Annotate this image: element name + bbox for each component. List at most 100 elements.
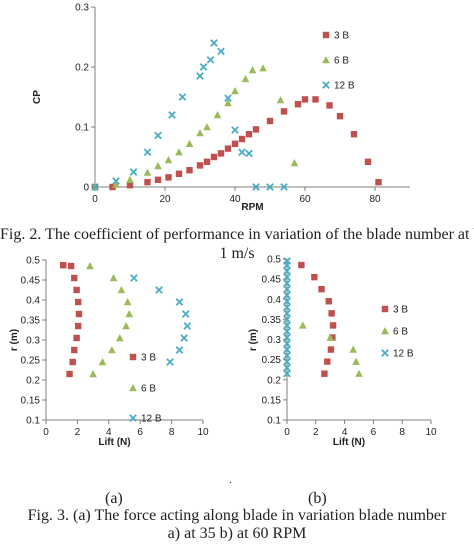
lift60-series-3b-point xyxy=(311,273,318,281)
lift60-series-12b-point xyxy=(283,369,291,378)
cp-series-3b-point xyxy=(109,183,116,191)
figure3-caption-line2: a) at 35 b) at 60 RPM xyxy=(167,525,307,542)
lift60-x-tick-label: 4 xyxy=(342,427,348,438)
cp-series-6b-point xyxy=(175,148,183,156)
lift60-series-3b-point xyxy=(298,261,305,269)
lift60-legend-label-12b: 12 B xyxy=(393,349,414,360)
lift-60rpm-chart: 0 2 4 6 8 10 0.1 0.15 0.2 0.25 0.3 0.35 0.4 0.45 0.5 Li… xyxy=(248,255,437,449)
lift-35rpm-chart: 0 2 4 6 8 10 0.1 0.15 0.2 0.25 0.3 0.35 0.4 0.45 0.5 Li… xyxy=(9,256,209,449)
cp-legend-label-3b: 3 B xyxy=(334,31,349,42)
cp-series-3b-point xyxy=(186,167,193,174)
lift35-y-tick-label: 0.3 xyxy=(26,336,40,347)
lift35-legend-label-12b: 12 B xyxy=(141,414,162,425)
cp-series-3b-point xyxy=(144,179,151,186)
cp-series-6b-point xyxy=(248,66,257,74)
lift35-y-tick-label: 0.25 xyxy=(21,356,41,367)
cp-series-6b-point xyxy=(143,168,152,176)
lift60-series-3b-point xyxy=(318,285,325,293)
lift35-x-tick-label: 6 xyxy=(137,427,143,438)
cp-y-axis-label: CP xyxy=(32,90,43,104)
figure3-dot-mark: . xyxy=(229,472,232,486)
cp-series-3b-point xyxy=(375,179,382,186)
cp-chart: 0 20 40 60 80 0 0.1 0.2 0.3 RPM CP 3 B 6 B 12 B xyxy=(32,3,410,213)
lift60-series-3b-point xyxy=(329,322,337,329)
lift60-series-12b-point xyxy=(283,321,291,330)
lift35-y-tick-label: 0.4 xyxy=(26,296,40,307)
lift60-legend-marker-3b xyxy=(381,305,389,313)
lift60-y-tick-label: 0.15 xyxy=(262,395,282,406)
lift60-series-12b-point xyxy=(283,327,291,336)
lift35-x-tick-label: 4 xyxy=(106,427,112,438)
lift60-series-3b-point xyxy=(325,298,332,305)
lift35-series-12b-point xyxy=(175,346,184,354)
figure2-caption-text: Fig. 2. The coefficient of performance i… xyxy=(0,226,474,243)
figure3-caption-line1: Fig. 3. (a) The force acting along blade… xyxy=(27,507,447,524)
lift35-series-6b-point xyxy=(122,322,130,330)
lift35-y-tick-label: 0.2 xyxy=(26,376,40,387)
lift35-y-tick-label: 0.5 xyxy=(26,256,40,267)
cp-x-axis-label: RPM xyxy=(241,202,263,213)
lift35-y-tick-label: 0.1 xyxy=(26,416,40,427)
lift60-series-3b-point xyxy=(324,358,331,365)
lift60-series-6b-point xyxy=(349,345,358,353)
cp-series-3b-point xyxy=(336,113,344,120)
cp-series-3b-point xyxy=(294,101,302,108)
cp-series-12b-point xyxy=(91,183,99,191)
cp-series-3b-point xyxy=(175,170,183,177)
lift60-series-3b-point xyxy=(327,346,335,353)
cp-series-3b-point xyxy=(280,108,288,115)
cp-y-tick-label: 0.3 xyxy=(75,3,89,14)
cp-series-3b-point xyxy=(312,96,319,103)
cp-x-tick-label: 80 xyxy=(369,194,381,205)
lift60-series-12b-point xyxy=(283,357,291,366)
lift60-x-tick-label: 10 xyxy=(425,427,437,438)
cp-series-12b-point xyxy=(245,149,253,158)
lift35-series-6b-point xyxy=(89,370,97,378)
lift60-series-6b-point xyxy=(355,369,363,377)
lift60-series-3b-point xyxy=(321,370,328,377)
cp-series-12b-point xyxy=(168,111,176,119)
cp-series-12b-point xyxy=(266,183,274,191)
lift60-series-12b-point xyxy=(283,351,291,360)
cp-legend-marker-6b xyxy=(322,56,330,64)
cp-legend-marker-3b xyxy=(322,31,330,39)
cp-series-3b-point xyxy=(326,102,333,109)
lift60-series-12b-point xyxy=(283,339,291,348)
cp-series-3b-point xyxy=(350,131,358,138)
lift35-series-12b-point xyxy=(183,322,192,330)
lift60-series-3b-point xyxy=(329,334,336,341)
cp-series-12b-point xyxy=(112,177,120,185)
cp-series-6b-point xyxy=(126,175,134,183)
cp-series-12b-point xyxy=(196,72,204,80)
lift35-series-6b-point xyxy=(125,310,134,318)
lift35-legend-marker-12b xyxy=(129,414,137,422)
cp-series-3b-point xyxy=(217,150,225,157)
lift60-series-12b-point xyxy=(283,267,291,275)
figure2-caption-line2: 1 m/s xyxy=(219,245,255,262)
lift60-series-12b-point xyxy=(283,345,291,354)
lift35-x-tick-label: 0 xyxy=(43,427,49,438)
lift35-series-12b-point xyxy=(175,298,184,306)
cp-series-3b-point xyxy=(165,174,172,181)
lift60-series-6b-point xyxy=(352,357,360,365)
lift60-legend-label-6b: 6 B xyxy=(393,327,408,338)
cp-series-3b-point xyxy=(238,135,246,143)
cp-series-3b-point xyxy=(224,145,232,152)
lift60-series-12b-point xyxy=(283,279,291,287)
lift35-y-tick-label: 0.35 xyxy=(21,316,41,327)
lift35-series-6b-point xyxy=(86,262,94,270)
lift60-y-axis-label: r (m) xyxy=(248,329,259,351)
cp-series-6b-point xyxy=(231,87,239,95)
cp-x-tick-label: 40 xyxy=(229,194,241,205)
lift35-series-3b-point xyxy=(71,274,78,282)
cp-series-12b-point xyxy=(154,131,162,140)
lift60-series-12b-point xyxy=(283,297,291,306)
cp-series-6b-point xyxy=(112,180,120,188)
lift35-series-3b-point xyxy=(69,358,76,366)
lift35-series-12b-point xyxy=(130,274,138,282)
cp-x-tick-label: 20 xyxy=(159,194,171,205)
cp-series-6b-point xyxy=(154,162,162,170)
cp-series-12b-point xyxy=(178,93,187,101)
lift35-x-tick-label: 10 xyxy=(197,427,209,438)
